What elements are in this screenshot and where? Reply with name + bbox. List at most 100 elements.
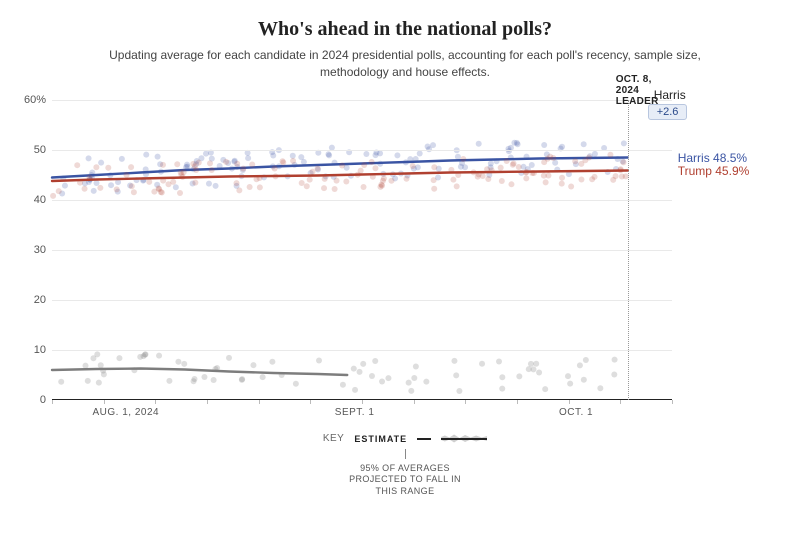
poll-dot: [379, 378, 385, 384]
poll-dot: [213, 183, 219, 189]
x-tick-label: OCT. 1: [559, 407, 593, 418]
poll-dot: [191, 376, 197, 382]
poll-dot: [462, 164, 468, 170]
poll-dot: [568, 184, 574, 190]
poll-dot: [97, 185, 103, 191]
x-tick-label: AUG. 1, 2024: [93, 407, 160, 418]
poll-dot: [583, 357, 589, 363]
poll-dot: [541, 142, 547, 148]
poll-dot: [166, 378, 172, 384]
poll-dot: [372, 358, 378, 364]
x-minor-tick: [414, 400, 415, 404]
poll-dot: [165, 181, 171, 187]
poll-dot: [523, 175, 529, 181]
poll-dot: [50, 193, 56, 199]
y-tick-label: 40: [16, 194, 46, 206]
poll-dot: [363, 151, 369, 157]
poll-dot: [455, 154, 461, 160]
poll-dot: [431, 177, 437, 183]
poll-dot: [572, 158, 578, 164]
poll-dot: [211, 377, 217, 383]
chart-title: Who's ahead in the national polls?: [0, 0, 810, 41]
poll-dot: [357, 369, 363, 375]
key-swatch: [441, 431, 487, 447]
poll-dot: [516, 373, 522, 379]
poll-dot: [192, 180, 198, 186]
poll-dot: [499, 178, 505, 184]
poll-dot: [339, 163, 345, 169]
poll-dot: [413, 364, 419, 370]
chart-key: KEY ESTIMATE 95% OF AVERAGESPROJECTED TO…: [0, 428, 810, 498]
poll-dot: [114, 186, 120, 192]
poll-dot: [62, 183, 68, 189]
poll-dot: [190, 161, 196, 167]
x-minor-tick: [517, 400, 518, 404]
poll-dot: [201, 374, 207, 380]
poll-dot: [415, 164, 421, 170]
poll-dot: [160, 162, 166, 168]
poll-dot: [542, 386, 548, 392]
poll-dot: [90, 355, 96, 361]
gridline: [52, 350, 672, 351]
poll-dot: [119, 156, 125, 162]
poll-dot: [610, 177, 616, 183]
poll-dot: [108, 182, 114, 188]
x-minor-tick: [672, 400, 673, 404]
poll-dot: [156, 353, 162, 359]
poll-dot: [611, 372, 617, 378]
poll-dot: [315, 165, 321, 171]
y-tick-label: 50: [16, 144, 46, 156]
poll-dot: [316, 357, 322, 363]
poll-dot: [369, 373, 375, 379]
poll-dot: [177, 190, 183, 196]
poll-dot: [82, 186, 88, 192]
poll-dot: [155, 154, 161, 160]
poll-dot: [536, 369, 542, 375]
poll-dot: [559, 175, 565, 181]
poll-dot: [146, 179, 152, 185]
poll-dot: [406, 380, 412, 386]
poll-dot: [498, 165, 504, 171]
poll-dot: [516, 164, 522, 170]
series-end-label-trump: Trump 45.9%: [678, 164, 750, 178]
x-minor-tick: [155, 400, 156, 404]
poll-dot: [86, 155, 92, 161]
poll-dot: [193, 167, 199, 173]
leader-delta-badge: +2.6: [648, 104, 688, 120]
poll-dot: [499, 374, 505, 380]
poll-dot: [123, 172, 129, 178]
poll-dot: [394, 152, 400, 158]
poll-dot: [460, 156, 466, 162]
poll-dot: [411, 375, 417, 381]
poll-dot: [431, 186, 437, 192]
poll-dot: [240, 166, 246, 172]
poll-dot: [96, 380, 102, 386]
poll-dot: [351, 366, 357, 372]
poll-dot: [559, 181, 565, 187]
poll-dot: [453, 372, 459, 378]
poll-dot: [98, 160, 104, 166]
poll-dot: [83, 363, 89, 369]
poll-dot: [607, 152, 613, 158]
poll-dot: [352, 387, 358, 393]
poll-dot: [476, 141, 482, 147]
poll-dot: [485, 176, 491, 182]
poll-dot: [496, 358, 502, 364]
poll-dot: [301, 159, 307, 165]
poll-dot: [332, 186, 338, 192]
poll-dot: [340, 382, 346, 388]
poll-dot: [565, 373, 571, 379]
poll-dot: [499, 386, 505, 392]
poll-dot: [454, 183, 460, 189]
poll-dot: [322, 176, 328, 182]
x-minor-tick: [259, 400, 260, 404]
current-date-line: [628, 100, 629, 400]
poll-dot: [543, 179, 549, 185]
poll-dot: [128, 164, 134, 170]
poll-dot: [431, 164, 437, 170]
poll-dot: [451, 358, 457, 364]
y-tick-label: 0: [16, 394, 46, 406]
poll-dot: [290, 158, 296, 164]
x-tick-label: SEPT. 1: [335, 407, 375, 418]
poll-dot: [272, 166, 278, 172]
